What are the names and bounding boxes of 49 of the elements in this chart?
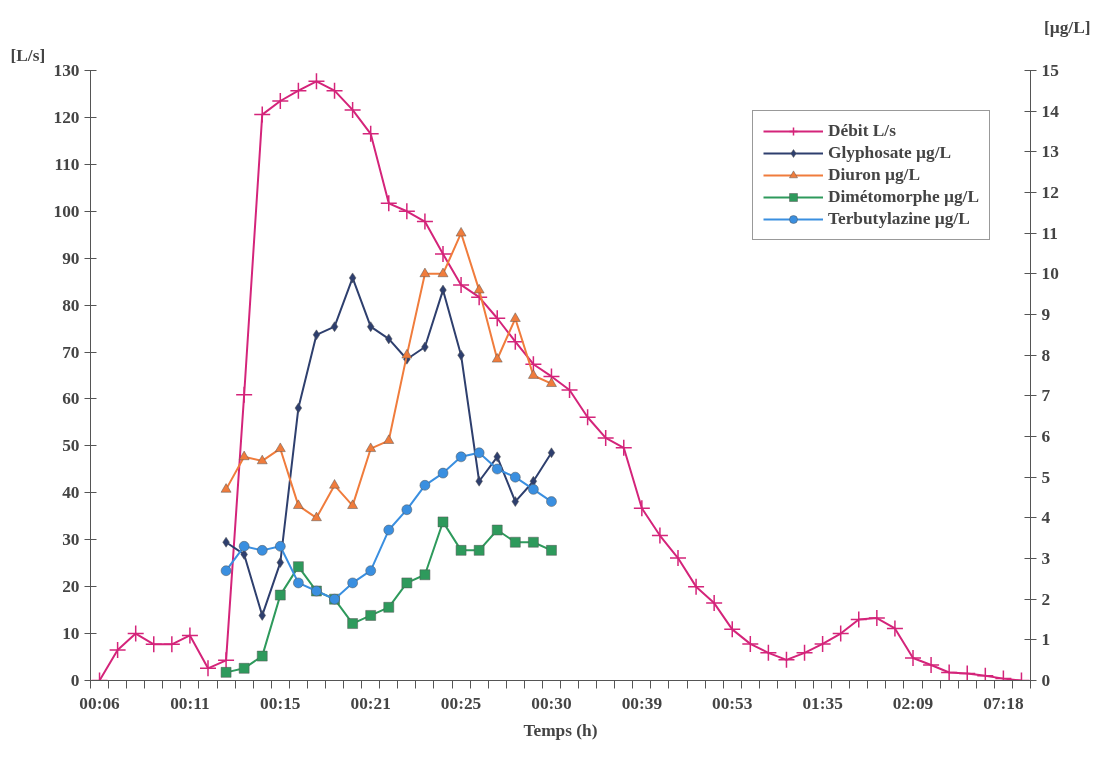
legend-label: Terbutylazine µg/L [828, 209, 970, 229]
legend-label: Débit L/s [828, 121, 896, 141]
y-tick-label: 130 [53, 61, 80, 80]
legend-label: Glyphosate µg/L [828, 143, 952, 163]
y2-tick-label: 5 [1041, 467, 1051, 487]
y2-tick-label: 0 [1041, 671, 1051, 690]
x-tick-label: 00:25 [440, 693, 482, 713]
y-tick-label: 60 [62, 389, 80, 409]
y-tick-label: 10 [62, 624, 80, 644]
x-tick-label: 00:11 [170, 693, 210, 713]
y2-tick-label: 8 [1041, 345, 1051, 365]
y2-tick-label: 13 [1041, 142, 1060, 162]
y-tick-label: 70 [62, 342, 80, 362]
y-tick-label: 120 [53, 107, 80, 127]
y2-tick-label: 3 [1041, 549, 1051, 568]
y-tick-label: 110 [54, 154, 80, 174]
y2-tick-label: 1 [1041, 630, 1051, 650]
y-tick-label: 50 [62, 436, 80, 456]
y2-tick-label: 15 [1041, 61, 1060, 80]
y2-tick-label: 7 [1041, 386, 1051, 406]
y-axis-title: [L/s] [10, 45, 46, 65]
y2-tick-label: 6 [1041, 427, 1051, 446]
y-tick-label: 20 [62, 577, 80, 597]
legend-label: Dimétomorphe µg/L [828, 187, 979, 207]
y-tick-label: 90 [62, 248, 80, 268]
x-axis-title: Temps (h) [523, 720, 598, 740]
y2-tick-label: 10 [1041, 264, 1059, 284]
y-tick-label: 30 [62, 530, 80, 550]
y2-tick-label: 11 [1041, 223, 1058, 243]
y-tick-label: 100 [53, 201, 80, 221]
y-tick-label: 80 [62, 295, 80, 315]
y2-axis-title: [µg/L] [1043, 17, 1091, 37]
x-tick-label: 00:21 [350, 693, 391, 713]
x-tick-label: 02:09 [892, 693, 934, 713]
x-tick-label: 07:18 [983, 693, 1024, 713]
x-tick-label: 00:30 [531, 693, 572, 713]
legend-label: Diuron µg/L [828, 165, 920, 185]
y2-tick-label: 2 [1041, 589, 1051, 609]
x-tick-label: 00:53 [712, 693, 753, 713]
x-tick-label: 00:39 [621, 693, 663, 713]
x-tick-label: 00:06 [79, 693, 121, 713]
y2-tick-label: 9 [1041, 305, 1051, 324]
x-tick-label: 01:35 [802, 693, 844, 713]
y2-tick-label: 14 [1041, 101, 1060, 121]
y2-tick-label: 4 [1041, 508, 1051, 528]
y-tick-label: 0 [70, 671, 80, 690]
y-tick-label: 40 [62, 483, 80, 503]
y2-tick-label: 12 [1041, 183, 1059, 202]
x-tick-label: 00:15 [260, 693, 301, 713]
